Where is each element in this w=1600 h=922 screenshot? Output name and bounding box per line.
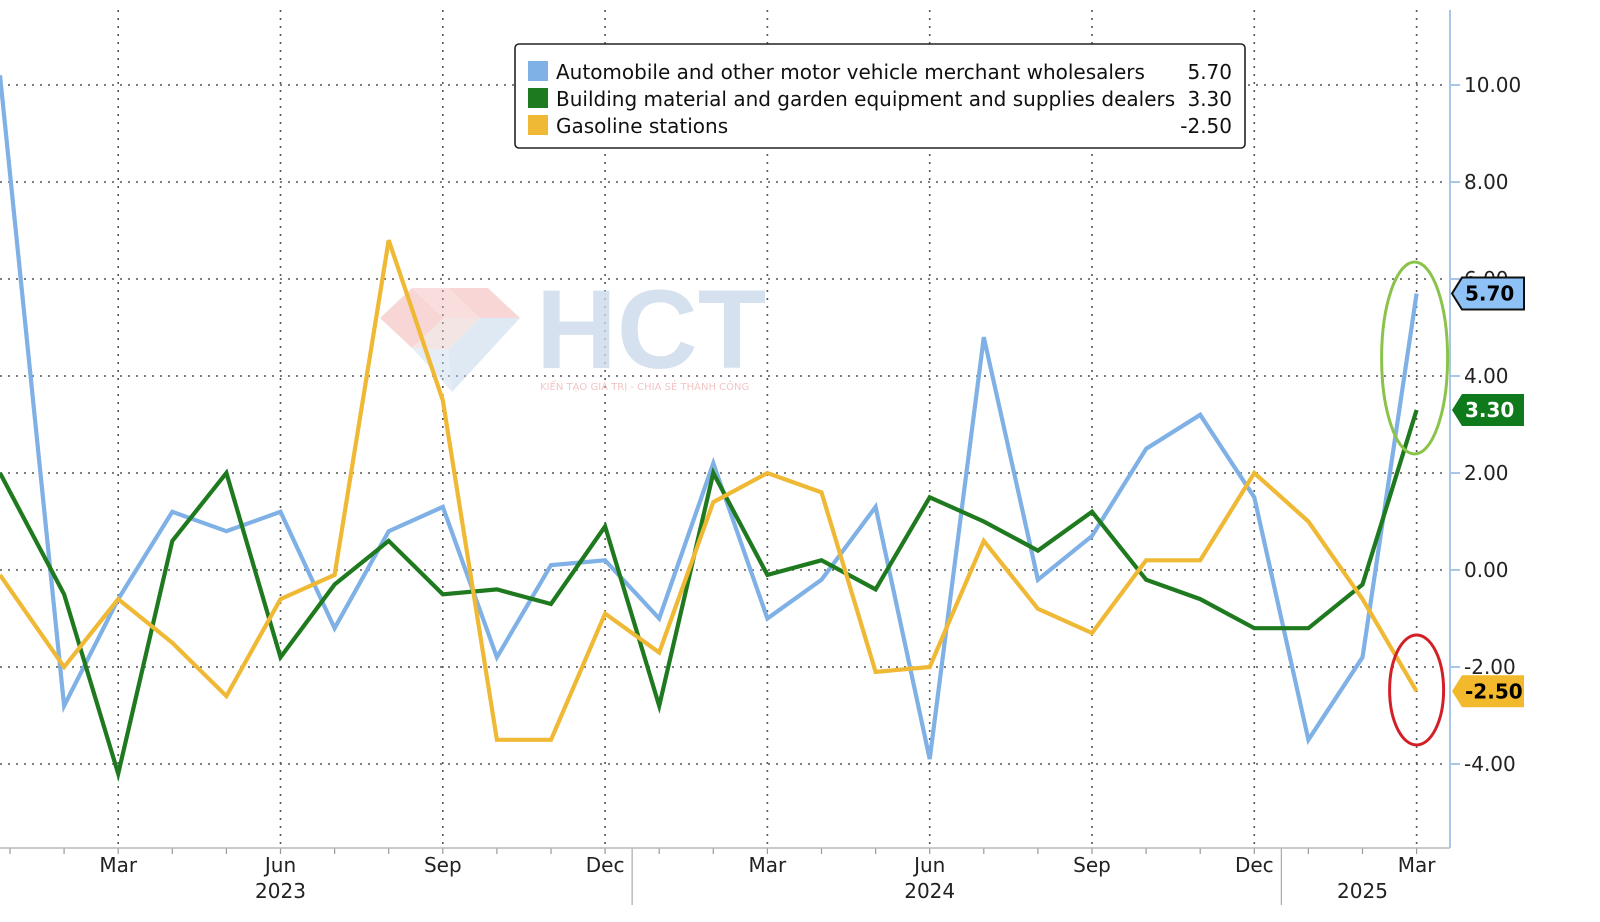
series-line-3 [0, 239, 1419, 742]
legend-label-3: Gasoline stations [556, 114, 728, 138]
x-month-label: Dec [586, 853, 625, 877]
x-year-label: 2025 [1337, 879, 1388, 903]
watermark-tagline: KIẾN TẠO GIÁ TRỊ - CHIA SẺ THÀNH CÔNG [540, 379, 749, 393]
x-month-label: Sep [1073, 853, 1111, 877]
legend-value-2: 3.30 [1187, 87, 1232, 111]
y-tick-label: 8.00 [1464, 170, 1509, 194]
x-year-label: 2023 [255, 879, 306, 903]
legend-value-3: -2.50 [1180, 114, 1232, 138]
x-year-label: 2024 [904, 879, 955, 903]
series-line-2 [0, 409, 1419, 782]
x-month-label: Mar [99, 853, 138, 877]
highlight-ellipse-red [1388, 633, 1446, 747]
highlight-ellipse-green [1380, 260, 1450, 456]
legend: Automobile and other motor vehicle merch… [514, 43, 1246, 149]
legend-label-1: Automobile and other motor vehicle merch… [556, 60, 1145, 84]
last-value-label-2: 3.30 [1465, 398, 1514, 422]
last-value-label-3: -2.50 [1465, 679, 1523, 703]
legend-box [514, 43, 1246, 149]
y-tick-label: 2.00 [1464, 461, 1509, 485]
x-month-label: Mar [749, 853, 788, 877]
watermark-brand: HCT [536, 267, 766, 392]
last-value-badge-3 [1452, 675, 1524, 708]
x-month-label: Dec [1235, 853, 1274, 877]
x-month-label: Jun [263, 853, 296, 877]
series-line-1 [0, 75, 1419, 760]
last-value-label-1: 5.70 [1465, 282, 1514, 306]
legend-swatch-2 [528, 88, 548, 108]
watermark: HCT KIẾN TẠO GIÁ TRỊ - CHIA SẺ THÀNH CÔN… [380, 267, 766, 393]
annotations [1380, 260, 1450, 747]
y-tick-label: -2.00 [1464, 655, 1516, 679]
legend-swatch-3 [528, 115, 548, 135]
y-tick-label: 4.00 [1464, 364, 1509, 388]
y-tick-label: 10.00 [1464, 73, 1521, 97]
legend-swatch-1 [528, 61, 548, 81]
watermark-diamond-logo [380, 288, 520, 392]
x-month-label: Sep [424, 853, 462, 877]
series-lines [0, 75, 1419, 782]
legend-value-1: 5.70 [1187, 60, 1232, 84]
y-tick-label: 0.00 [1464, 558, 1509, 582]
x-month-label: Jun [912, 853, 945, 877]
x-month-label: Mar [1398, 853, 1437, 877]
last-value-badge-2 [1452, 393, 1524, 426]
last-value-badge-1 [1450, 276, 1525, 311]
last-value-badges: 5.70 3.30 -2.50 [1450, 276, 1525, 708]
legend-label-2: Building material and garden equipment a… [556, 87, 1175, 111]
y-tick-label: -4.00 [1464, 752, 1516, 776]
